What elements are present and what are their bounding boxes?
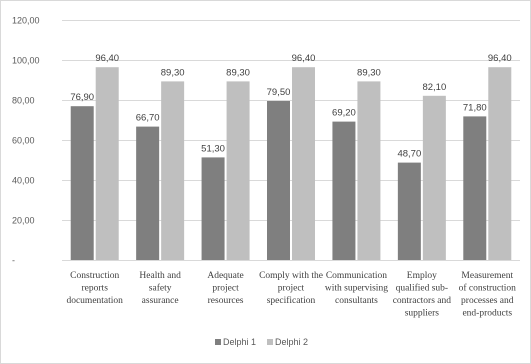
x-category-line: of construction	[459, 283, 517, 294]
x-category-line: suppliers	[405, 309, 440, 319]
x-category-label: Adequate project resources	[207, 271, 243, 306]
y-tick-label: 100,00	[12, 56, 40, 66]
legend-label: Delphi 2	[275, 337, 308, 347]
x-category-label: Construction reports documentation	[66, 271, 123, 306]
x-category-line: qualified sub-	[396, 283, 449, 294]
x-category-line: Employ	[407, 271, 437, 281]
legend-swatch	[215, 339, 221, 345]
x-category-label: Communication with supervising consultants	[325, 271, 388, 306]
x-category-line: Measurement	[461, 271, 513, 281]
x-category-line: project	[278, 284, 305, 294]
x-category-line: specification	[267, 295, 316, 306]
x-category-line: project	[212, 284, 239, 294]
bar-delphi-2	[488, 67, 512, 260]
legend: Delphi 1 Delphi 2	[215, 337, 308, 347]
legend-label: Delphi 1	[223, 337, 256, 347]
x-category-line: Construction	[70, 271, 119, 281]
bar-delphi-2	[95, 67, 119, 260]
bar-delphi-1	[463, 116, 487, 261]
x-category-label: Health and safety assurance	[139, 271, 181, 306]
bar-delphi-2	[226, 81, 250, 261]
data-label: 89,30	[226, 67, 250, 78]
data-label: 71,80	[463, 102, 487, 113]
bar-delphi-2	[292, 67, 315, 260]
y-tick-label: 40,00	[12, 176, 35, 186]
y-tick-label: 80,00	[12, 96, 35, 106]
x-category-line: Adequate	[207, 271, 243, 281]
x-category-line: safety	[149, 283, 172, 294]
data-label: 89,30	[357, 67, 381, 78]
data-label: 69,20	[332, 108, 356, 119]
x-category-line: contractors and	[393, 296, 452, 306]
y-tick-label: 120,00	[12, 16, 40, 26]
x-axis-categories: Construction reports documentation Health a…	[66, 271, 516, 319]
x-category-line: Health and	[139, 271, 181, 281]
y-tick-label: 20,00	[12, 216, 35, 226]
x-category-line: documentation	[66, 296, 123, 306]
x-category-line: consultants	[335, 296, 378, 306]
x-category-line: processes and	[461, 296, 514, 306]
data-label: 76,90	[70, 92, 94, 103]
bar-delphi-1	[397, 162, 421, 260]
bar-delphi-1	[136, 126, 160, 260]
y-tick-label: 60,00	[12, 136, 35, 146]
x-category-label: Employ qualified sub-contractors and suppl…	[393, 271, 452, 319]
bar-delphi-1	[70, 106, 94, 260]
bar-delphi-1	[332, 121, 356, 260]
x-category-line: resources	[208, 296, 244, 306]
data-label: 96,40	[488, 53, 512, 64]
x-category-line: assurance	[142, 296, 179, 306]
bar-delphi-2	[357, 81, 381, 261]
x-category-line: end-products	[462, 309, 512, 319]
data-label: 66,70	[136, 113, 160, 124]
bar-delphi-2	[161, 81, 185, 261]
x-category-line: with supervising	[325, 284, 388, 294]
x-category-label: Measurement of construction processes and e…	[459, 271, 517, 319]
data-label: 89,30	[161, 67, 185, 78]
bar-delphi-1	[267, 101, 290, 260]
x-category-line: reports	[82, 284, 109, 294]
data-label: 51,30	[201, 143, 225, 154]
y-tick-label: -	[12, 256, 15, 266]
bars	[70, 67, 512, 261]
data-label: 79,50	[267, 87, 291, 98]
x-category-line: Comply with the	[259, 271, 323, 281]
data-label: 48,70	[397, 149, 421, 160]
legend-swatch	[267, 339, 273, 345]
data-labels: 76,90 96,40 66,70 89,30 51,30 89,30 79,50 96,40…	[70, 53, 511, 159]
y-axis-ticks: - 20,00 40,00 60,00 80,00 100,00 120,00	[12, 16, 40, 266]
bar-delphi-2	[422, 95, 446, 260]
x-category-label: Comply with the project specification	[259, 271, 323, 306]
x-category-line: Communication	[326, 271, 387, 281]
bar-delphi-1	[201, 157, 225, 260]
data-label: 96,40	[95, 53, 119, 64]
data-label: 82,10	[422, 82, 446, 93]
data-label: 96,40	[292, 53, 316, 64]
